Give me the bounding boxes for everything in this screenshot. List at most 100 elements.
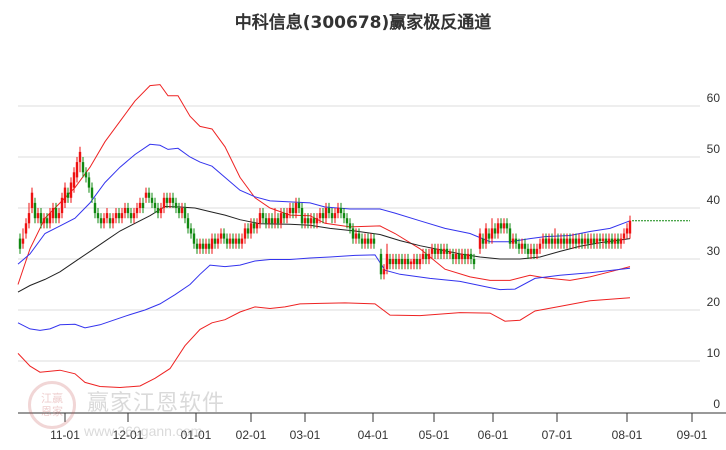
y-tick-label: 30 [706,244,720,258]
candle [333,213,337,219]
candle [379,253,383,275]
candle [210,238,214,249]
candle [487,233,491,239]
x-tick-label: 04-01 [357,428,389,442]
candle [388,259,392,265]
candle [153,202,157,208]
candle [535,248,539,254]
candle [409,261,413,265]
candle [276,218,280,224]
candle [360,238,364,244]
watermark-brand: 赢家江恩软件 [87,391,226,416]
candle [366,238,370,244]
candle [132,213,136,219]
candle [201,243,205,249]
candle [81,162,85,173]
candle [273,218,277,224]
candle [117,213,121,219]
x-tick-label: 12-01 [112,428,144,442]
candle [264,218,268,224]
candle [189,228,193,234]
candle [568,238,572,244]
candle [300,208,304,224]
candle [598,238,602,242]
candle [607,238,611,244]
candle [466,253,470,259]
candle [529,248,533,254]
candle [192,233,196,244]
candle [315,218,319,224]
candle [321,213,325,219]
candle [78,151,82,163]
x-tick-label: 07-01 [541,428,573,442]
x-tick-label: 06-01 [477,428,509,442]
candle [523,243,527,249]
candle [484,228,488,244]
candle [538,243,542,249]
candle [27,213,31,224]
candle [336,208,340,214]
candlesticks [18,146,632,280]
candle [90,187,94,198]
y-tick-label: 0 [713,397,720,411]
candle [469,253,473,259]
upper_inner-line [17,143,631,265]
candle [421,253,425,259]
candle [63,187,67,203]
candle [511,238,515,244]
candle [18,238,22,249]
candle [391,259,395,265]
x-tick-label: 11-01 [50,428,80,442]
candle [562,238,566,244]
candle [60,197,64,214]
candle [105,213,109,219]
candle [282,213,286,219]
watermark-logo-icon: 江赢恩家 [28,381,76,429]
candle [33,202,37,219]
candle [258,213,262,224]
watermark-logo-text: 江赢恩家 [41,392,63,418]
candle [490,228,494,239]
candle [553,238,557,244]
candle [451,253,455,259]
candle [589,238,593,244]
candle [502,223,506,229]
candle [48,213,52,224]
candle [147,192,151,198]
candle [138,202,142,208]
chart-title: 中科信息(300678)赢家极反通道 [234,13,492,33]
candle [120,213,124,219]
candle [246,228,250,234]
candle [72,172,76,188]
candle [39,213,43,224]
candle [363,238,367,244]
candle [424,253,428,259]
candle [505,223,509,229]
candle [400,259,404,265]
candle [412,259,416,265]
candle [436,248,440,254]
channel-lines [17,84,631,389]
candle [279,213,283,224]
candle [583,238,587,244]
candle [372,238,376,244]
candle [586,238,590,244]
candle [225,238,229,244]
candle [430,248,434,254]
candle [427,253,431,259]
candle [547,238,551,244]
candle [541,238,545,244]
candle [240,238,244,244]
candle [114,213,118,219]
candle [57,213,61,219]
candle [102,218,106,224]
candle [354,233,358,239]
candle [397,259,401,265]
candle [330,213,334,219]
candle [406,259,410,265]
candle [24,223,28,234]
candle [592,238,596,244]
candle [351,228,355,239]
candle [156,208,160,214]
